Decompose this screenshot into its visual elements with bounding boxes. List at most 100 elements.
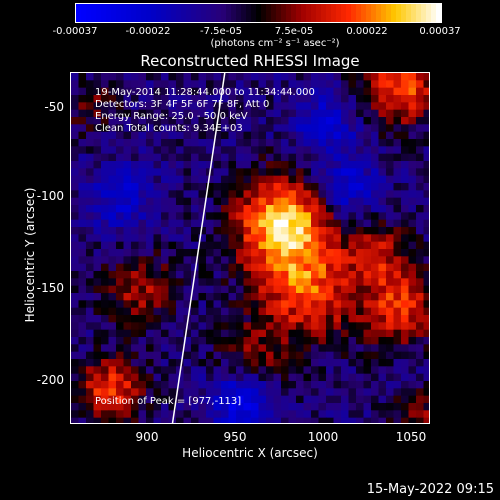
heatmap-cell <box>311 197 320 206</box>
heatmap-cell <box>93 322 102 331</box>
heatmap-cell <box>341 87 350 96</box>
heatmap-cell <box>341 131 350 140</box>
heatmap-cell <box>371 359 380 367</box>
heatmap-cell <box>131 80 140 89</box>
heatmap-cell <box>221 256 230 265</box>
heatmap-cell <box>251 344 260 353</box>
heatmap-cell <box>123 271 132 279</box>
heatmap-cell <box>138 102 147 111</box>
heatmap-cell <box>386 139 395 147</box>
heatmap-cell <box>258 227 267 235</box>
heatmap-cell <box>303 161 312 169</box>
heatmap-cell <box>228 168 237 177</box>
colorbar-segment <box>186 4 192 22</box>
heatmap-cell <box>251 102 260 111</box>
heatmap-cell <box>108 124 117 133</box>
heatmap-cell <box>191 168 200 177</box>
heatmap-cell <box>221 410 230 419</box>
heatmap-cell <box>296 300 305 309</box>
heatmap-cell <box>273 139 282 147</box>
heatmap-cell <box>318 285 327 294</box>
heatmap-cell <box>348 73 357 81</box>
heatmap-cell <box>198 168 207 177</box>
heatmap-cell <box>371 102 380 111</box>
heatmap-cell <box>341 183 350 191</box>
heatmap-cell <box>266 263 275 272</box>
heatmap-cell <box>168 109 177 118</box>
heatmap-cell <box>176 249 185 257</box>
heatmap-cell <box>273 381 282 389</box>
heatmap-cell <box>116 205 125 213</box>
heatmap-cell <box>138 300 147 309</box>
heatmap-cell <box>213 175 222 184</box>
heatmap-cell <box>78 73 87 81</box>
heatmap-cell <box>116 109 125 118</box>
heatmap-cell <box>251 153 260 162</box>
heatmap-cell <box>78 131 87 140</box>
heatmap-cell <box>153 256 162 265</box>
heatmap-image <box>71 73 429 423</box>
heatmap-cell <box>348 227 357 235</box>
heatmap-cell <box>138 175 147 184</box>
heatmap-cell <box>236 373 245 382</box>
heatmap-cell <box>408 285 417 294</box>
heatmap-cell <box>356 175 365 184</box>
heatmap-cell <box>408 87 417 96</box>
heatmap-cell <box>401 102 410 111</box>
heatmap-cell <box>206 139 215 147</box>
heatmap-cell <box>341 124 350 133</box>
heatmap-cell <box>101 205 110 213</box>
heatmap-cell <box>243 249 252 257</box>
heatmap-cell <box>168 190 177 199</box>
heatmap-cell <box>138 373 147 382</box>
heatmap-cell <box>258 395 267 404</box>
heatmap-cell <box>416 388 425 397</box>
heatmap-cell <box>371 205 380 213</box>
heatmap-cell <box>123 175 132 184</box>
heatmap-cell <box>311 227 320 235</box>
heatmap-cell <box>86 124 95 133</box>
colorbar-segment <box>216 4 222 22</box>
heatmap-cell <box>176 344 185 353</box>
heatmap-cell <box>288 102 297 111</box>
heatmap-cell <box>393 351 402 360</box>
heatmap-cell <box>213 417 222 423</box>
heatmap-cell <box>348 153 357 162</box>
heatmap-cell <box>153 153 162 162</box>
heatmap-cell <box>108 388 117 397</box>
heatmap-cell <box>251 373 260 382</box>
heatmap-cell <box>401 131 410 140</box>
heatmap-cell <box>86 337 95 345</box>
heatmap-cell <box>348 241 357 250</box>
heatmap-cell <box>71 388 80 397</box>
heatmap-cell <box>176 161 185 169</box>
heatmap-cell <box>131 410 140 419</box>
heatmap-cell <box>191 337 200 345</box>
heatmap-cell <box>153 205 162 213</box>
heatmap-cell <box>153 161 162 169</box>
heatmap-cell <box>401 293 410 301</box>
heatmap-cell <box>243 373 252 382</box>
heatmap-cell <box>303 417 312 423</box>
heatmap-cell <box>206 278 215 287</box>
heatmap-cell <box>123 227 132 235</box>
heatmap-cell <box>416 197 425 206</box>
heatmap-cell <box>116 183 125 191</box>
heatmap-cell <box>326 322 335 331</box>
heatmap-cell <box>311 381 320 389</box>
heatmap-cell <box>258 300 267 309</box>
heatmap-cell <box>78 351 87 360</box>
heatmap-cell <box>236 417 245 423</box>
heatmap-cell <box>296 373 305 382</box>
heatmap-cell <box>356 212 365 221</box>
heatmap-cell <box>138 131 147 140</box>
heatmap-cell <box>206 395 215 404</box>
heatmap-cell <box>281 139 290 147</box>
heatmap-cell <box>108 168 117 177</box>
heatmap-cell <box>296 278 305 287</box>
heatmap-cell <box>348 256 357 265</box>
heatmap-cell <box>131 161 140 169</box>
heatmap-cell <box>101 307 110 316</box>
heatmap-cell <box>266 271 275 279</box>
heatmap-cell <box>258 80 267 89</box>
